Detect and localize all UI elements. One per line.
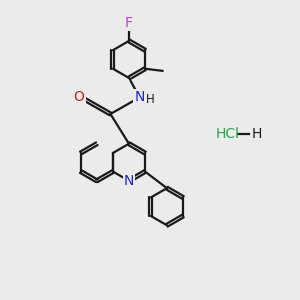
Text: HCl: HCl — [216, 127, 240, 141]
Text: O: O — [74, 90, 85, 104]
Text: H: H — [251, 127, 262, 141]
Text: N: N — [124, 174, 134, 188]
Text: F: F — [125, 16, 133, 30]
Text: N: N — [134, 90, 145, 104]
Text: H: H — [146, 93, 154, 106]
